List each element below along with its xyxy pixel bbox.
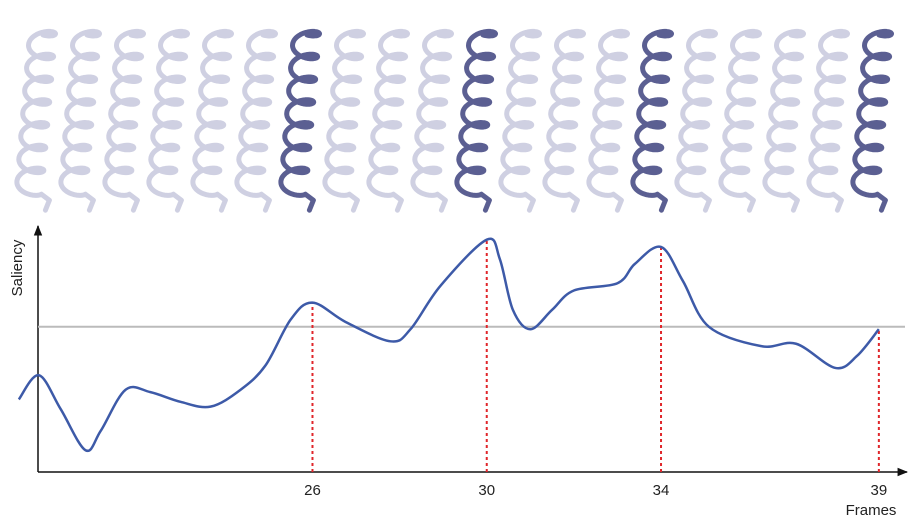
helix (586, 28, 630, 213)
helix-row (14, 28, 894, 213)
helix (718, 28, 762, 213)
helix (278, 28, 322, 213)
helix (674, 28, 718, 213)
helix (14, 28, 58, 213)
helix (102, 28, 146, 213)
helix (322, 28, 366, 213)
helix (806, 28, 850, 213)
x-tick-label: 30 (478, 482, 495, 499)
x-axis-label: Frames (846, 502, 897, 519)
x-tick-label: 39 (871, 482, 888, 499)
helix (410, 28, 454, 213)
helix (234, 28, 278, 213)
helix (190, 28, 234, 213)
helix (454, 28, 498, 213)
helix (146, 28, 190, 213)
helix (58, 28, 102, 213)
saliency-line (17, 237, 880, 453)
y-axis-label: Saliency (9, 239, 26, 296)
x-tick-label: 34 (653, 482, 670, 499)
helix (542, 28, 586, 213)
helix (762, 28, 806, 213)
helix (850, 28, 894, 213)
helix (366, 28, 410, 213)
x-tick-label: 26 (304, 482, 321, 499)
helix (498, 28, 542, 213)
helix (630, 28, 674, 213)
